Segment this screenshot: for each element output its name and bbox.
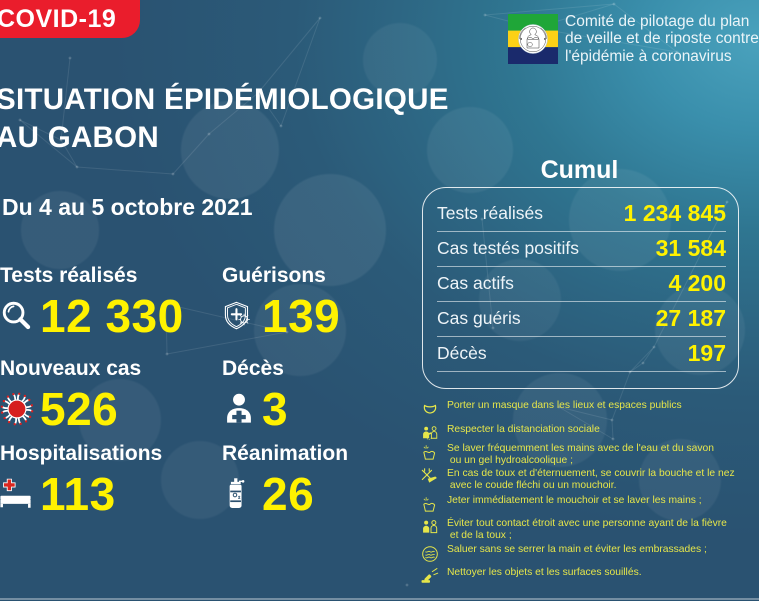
svg-text:O: O bbox=[233, 493, 238, 499]
svg-text:2: 2 bbox=[238, 496, 240, 500]
